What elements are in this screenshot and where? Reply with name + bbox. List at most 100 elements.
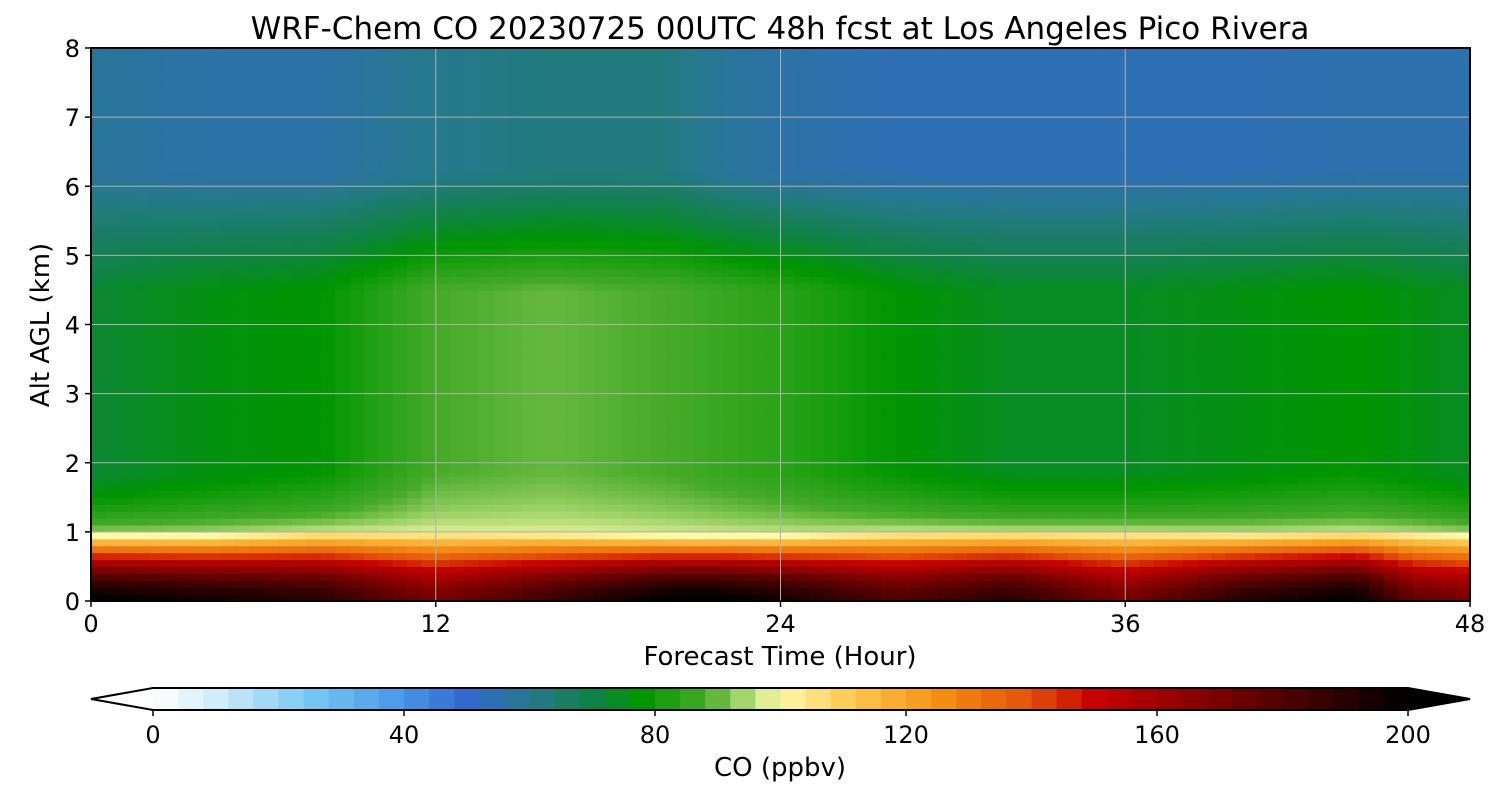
field-cell xyxy=(450,296,466,305)
field-cell xyxy=(205,379,221,388)
field-cell xyxy=(234,54,250,63)
field-cell xyxy=(723,310,738,319)
field-cell xyxy=(493,580,509,588)
field-cell xyxy=(263,103,279,111)
field-cell xyxy=(794,124,810,132)
field-cell xyxy=(105,379,121,388)
field-cell xyxy=(263,538,279,547)
field-cell xyxy=(306,213,322,222)
field-cell xyxy=(220,61,236,70)
field-cell xyxy=(881,504,897,512)
field-cell xyxy=(363,61,379,70)
field-cell xyxy=(335,587,351,595)
field-cell xyxy=(794,476,810,485)
field-cell xyxy=(249,151,264,160)
field-cell xyxy=(708,504,724,512)
field-cell xyxy=(751,248,767,256)
field-cell xyxy=(277,428,293,436)
field-cell xyxy=(636,435,652,443)
field-cell xyxy=(507,338,523,346)
field-cell xyxy=(895,296,911,305)
field-cell xyxy=(881,497,897,505)
field-cell xyxy=(708,54,724,63)
field-cell xyxy=(521,262,537,270)
field-cell xyxy=(493,213,509,222)
field-cell xyxy=(306,61,322,70)
field-cell xyxy=(292,518,308,526)
field-cell xyxy=(335,89,351,97)
field-cell xyxy=(292,96,308,104)
field-cell xyxy=(694,338,710,346)
field-cell xyxy=(780,580,796,588)
field-cell xyxy=(191,54,207,63)
field-cell xyxy=(349,186,365,194)
field-cell xyxy=(234,117,250,125)
field-cell xyxy=(177,200,193,208)
field-cell xyxy=(866,338,882,346)
field-cell xyxy=(421,241,437,250)
field-cell xyxy=(723,186,738,194)
field-cell xyxy=(766,573,782,581)
field-cell xyxy=(837,172,853,180)
field-cell xyxy=(837,310,853,319)
field-cell xyxy=(665,365,681,374)
field-cell xyxy=(191,310,207,319)
field-cell xyxy=(723,124,738,132)
field-cell xyxy=(292,331,308,339)
field-cell xyxy=(234,587,250,595)
field-cell xyxy=(306,82,322,91)
field-cell xyxy=(521,220,537,229)
field-cell xyxy=(205,82,221,91)
field-cell xyxy=(679,594,695,601)
field-cell xyxy=(134,144,150,153)
field-cell xyxy=(407,407,422,415)
field-cell xyxy=(320,213,336,222)
field-cell xyxy=(881,130,897,139)
field-cell xyxy=(292,61,308,70)
field-cell xyxy=(881,303,897,312)
field-cell xyxy=(981,573,997,581)
field-cell xyxy=(191,511,207,519)
field-cell xyxy=(565,255,580,263)
field-cell xyxy=(636,331,652,339)
field-cell xyxy=(622,414,638,422)
field-cell xyxy=(521,61,537,70)
field-cell xyxy=(306,227,322,236)
field-cell xyxy=(852,421,868,429)
field-cell xyxy=(766,137,782,146)
field-cell xyxy=(306,587,322,595)
field-cell xyxy=(737,241,753,250)
field-cell xyxy=(837,137,853,146)
field-cell xyxy=(881,352,897,360)
field-cell xyxy=(177,248,193,256)
field-cell xyxy=(320,545,336,554)
field-cell xyxy=(507,276,523,284)
field-cell xyxy=(464,248,480,256)
field-cell xyxy=(320,200,336,208)
field-cell xyxy=(737,144,753,153)
field-cell xyxy=(392,345,408,353)
field-cell xyxy=(91,317,106,326)
field-cell xyxy=(565,172,580,180)
field-cell xyxy=(938,54,954,63)
field-cell xyxy=(450,310,466,319)
field-cell xyxy=(550,310,566,319)
field-cell xyxy=(464,524,480,533)
field-cell xyxy=(565,455,580,464)
field-cell xyxy=(593,255,609,263)
field-cell xyxy=(363,545,379,554)
field-cell xyxy=(507,103,523,111)
field-cell xyxy=(751,476,767,485)
field-cell xyxy=(205,117,221,125)
field-cell xyxy=(679,296,695,305)
field-cell xyxy=(981,524,997,533)
field-cell xyxy=(105,206,121,215)
field-cell xyxy=(565,283,580,291)
field-cell xyxy=(363,524,379,533)
field-cell xyxy=(292,352,308,360)
field-cell xyxy=(478,144,494,153)
field-cell xyxy=(306,448,322,457)
field-cell xyxy=(694,151,710,160)
field-cell xyxy=(191,213,207,222)
field-cell xyxy=(794,220,810,229)
